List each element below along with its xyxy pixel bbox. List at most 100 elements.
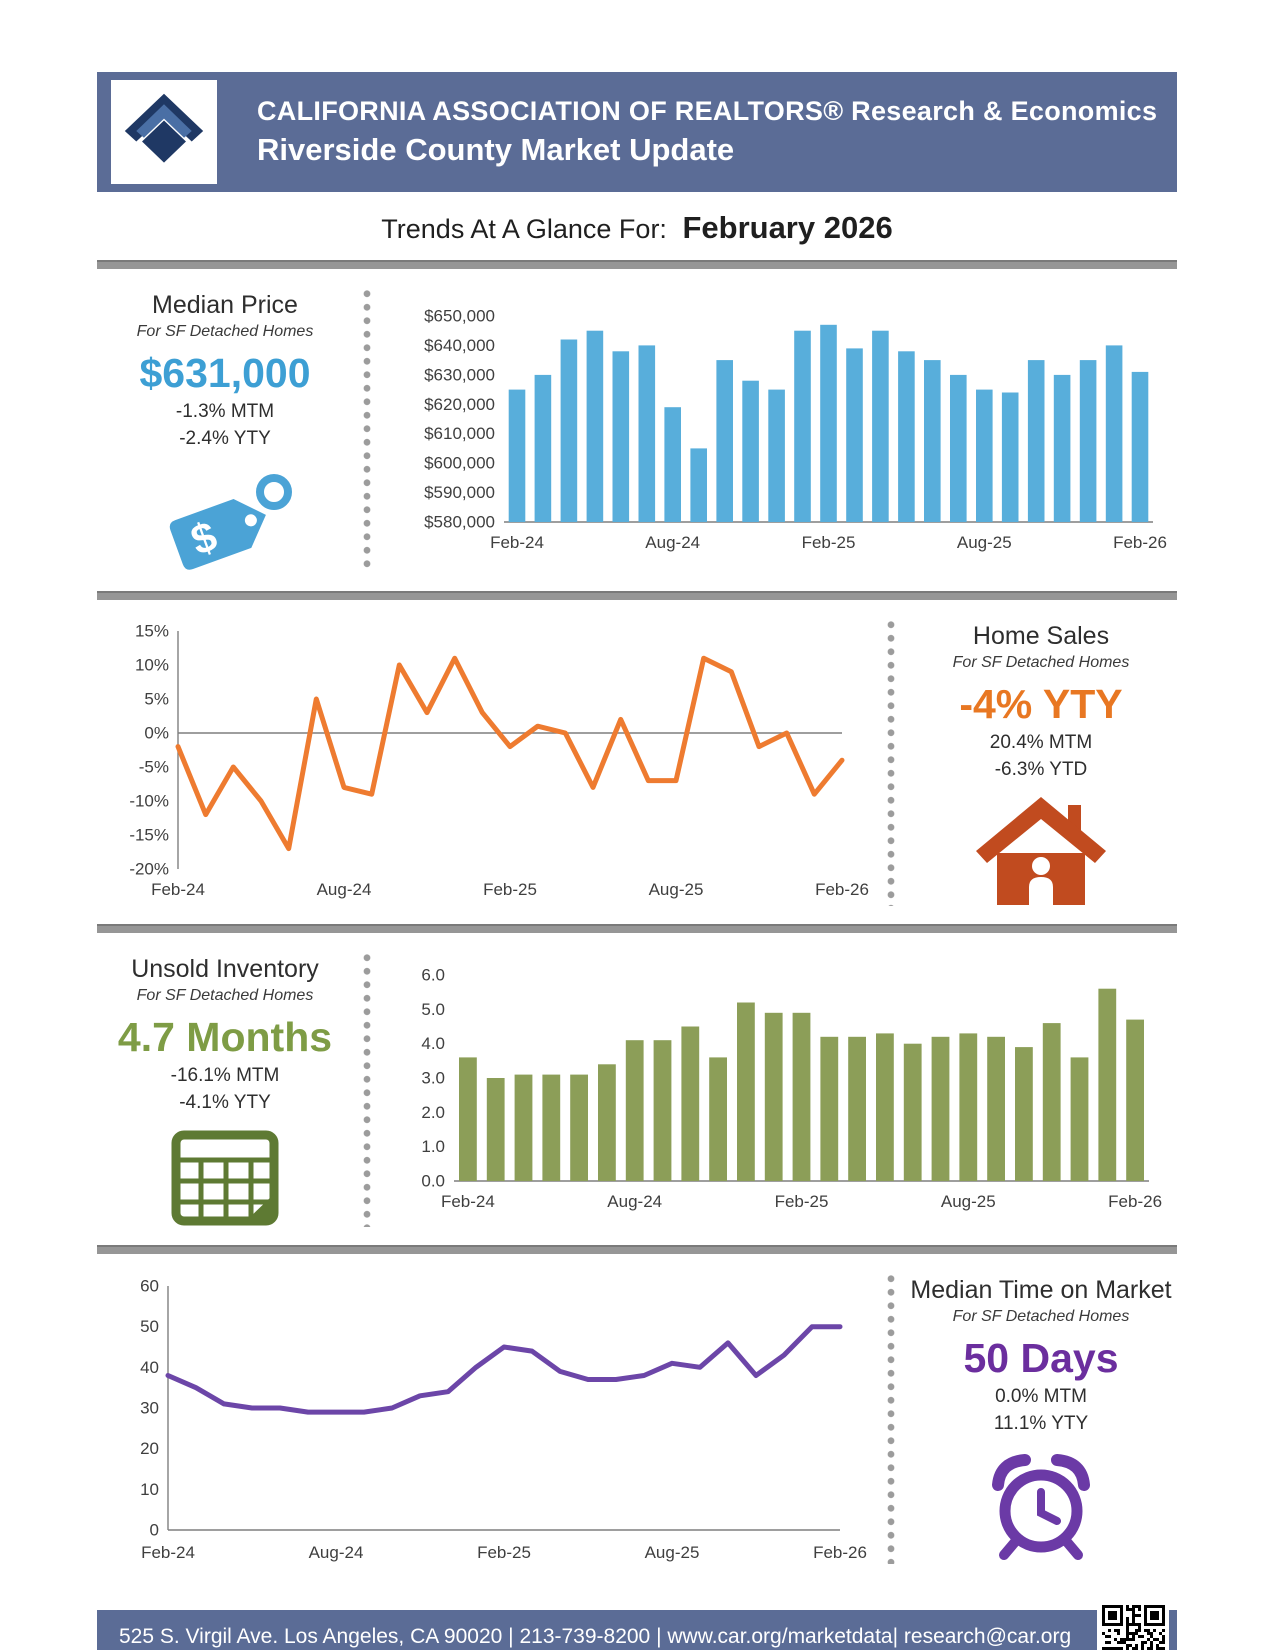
svg-text:Feb-26: Feb-26 bbox=[815, 880, 869, 899]
svg-text:1.0: 1.0 bbox=[421, 1137, 445, 1156]
unsold-inventory-panel: Unsold Inventory For SF Detached Homes 4… bbox=[97, 945, 353, 1233]
svg-text:-5%: -5% bbox=[139, 758, 169, 777]
svg-text:5%: 5% bbox=[144, 690, 169, 709]
svg-text:$590,000: $590,000 bbox=[424, 483, 495, 502]
subtitle-period: February 2026 bbox=[682, 210, 893, 245]
svg-text:Aug-24: Aug-24 bbox=[645, 533, 700, 552]
section-unsold-inventory: Unsold Inventory For SF Detached Homes 4… bbox=[97, 933, 1177, 1245]
svg-text:$650,000: $650,000 bbox=[424, 307, 495, 326]
svg-text:4.0: 4.0 bbox=[421, 1034, 445, 1053]
svg-text:Aug-25: Aug-25 bbox=[956, 533, 1011, 552]
unsold-inventory-value: 4.7 Months bbox=[117, 1014, 333, 1061]
svg-text:Feb-25: Feb-25 bbox=[483, 880, 537, 899]
price-tag-icon: $ bbox=[150, 462, 300, 579]
svg-text:$620,000: $620,000 bbox=[424, 395, 495, 414]
svg-text:50: 50 bbox=[140, 1318, 159, 1337]
svg-text:$640,000: $640,000 bbox=[424, 336, 495, 355]
org-title: CALIFORNIA ASSOCIATION OF REALTORS® Rese… bbox=[257, 96, 1158, 126]
median-time-chart: 60 50 40 30 20 10 0 Feb-24 Aug-24 Feb-25 Aug-25 Feb… bbox=[97, 1266, 877, 1570]
svg-text:Aug-24: Aug-24 bbox=[607, 1192, 662, 1211]
svg-text:10: 10 bbox=[140, 1480, 159, 1499]
home-sales-chart: 15% 10% 5% 0% -5% -10% -15% -20% Feb-24 Aug-24 Feb… bbox=[97, 612, 877, 912]
panel-title: Unsold Inventory bbox=[131, 955, 319, 984]
svg-text:Feb-24: Feb-24 bbox=[490, 533, 544, 552]
median-price-panel: Median Price For SF Detached Homes $631,… bbox=[97, 281, 353, 579]
svg-text:60: 60 bbox=[140, 1277, 159, 1296]
home-sales-ytd: -6.3% YTD bbox=[994, 759, 1088, 781]
svg-text:0.0: 0.0 bbox=[421, 1172, 445, 1191]
svg-text:5.0: 5.0 bbox=[421, 1000, 445, 1019]
panel-title: Median Price bbox=[152, 291, 298, 319]
svg-text:10%: 10% bbox=[135, 656, 169, 675]
panel-subtitle: For SF Detached Homes bbox=[952, 1308, 1130, 1326]
section-rule bbox=[97, 924, 1177, 934]
svg-text:Feb-25: Feb-25 bbox=[774, 1192, 828, 1211]
panel-subtitle: For SF Detached Homes bbox=[136, 323, 314, 340]
trends-subtitle: Trends At A Glance For: February 2026 bbox=[97, 210, 1177, 246]
svg-text:30: 30 bbox=[140, 1399, 159, 1418]
unsold-inventory-chart: 6.0 5.0 4.0 3.0 2.0 1.0 0.0 Feb-24 Aug-24 Feb-25 A… bbox=[381, 945, 1177, 1233]
svg-text:Feb-25: Feb-25 bbox=[477, 1543, 531, 1562]
home-sales-mtm: 20.4% MTM bbox=[989, 732, 1093, 754]
car-logo-icon bbox=[111, 80, 217, 184]
svg-text:-20%: -20% bbox=[129, 860, 169, 879]
svg-text:$630,000: $630,000 bbox=[424, 365, 495, 384]
section-rule bbox=[97, 260, 1177, 269]
dotted-divider bbox=[885, 618, 897, 907]
panel-subtitle: For SF Detached Homes bbox=[136, 987, 314, 1005]
svg-text:Feb-24: Feb-24 bbox=[440, 1192, 494, 1211]
svg-text:Feb-24: Feb-24 bbox=[141, 1543, 195, 1562]
banner-text: CALIFORNIA ASSOCIATION OF REALTORS® Rese… bbox=[257, 96, 1157, 168]
median-time-yty: 11.1% YTY bbox=[993, 1413, 1089, 1435]
svg-text:Feb-25: Feb-25 bbox=[801, 533, 855, 552]
svg-text:15%: 15% bbox=[135, 622, 169, 641]
median-time-panel: Median Time on Market For SF Detached Ho… bbox=[905, 1266, 1177, 1570]
panel-title: Median Time on Market bbox=[910, 1276, 1172, 1305]
median-time-value: 50 Days bbox=[963, 1335, 1119, 1382]
panel-title: Home Sales bbox=[972, 622, 1110, 651]
subtitle-prefix: Trends At A Glance For: bbox=[381, 214, 667, 244]
svg-text:Aug-24: Aug-24 bbox=[309, 1543, 364, 1562]
svg-text:40: 40 bbox=[140, 1358, 159, 1377]
svg-text:Aug-24: Aug-24 bbox=[317, 880, 372, 899]
house-icon bbox=[970, 793, 1112, 912]
svg-text:-15%: -15% bbox=[129, 826, 169, 845]
report-title: Riverside County Market Update bbox=[257, 132, 735, 167]
unsold-inventory-yty: -4.1% YTY bbox=[179, 1092, 271, 1114]
panel-subtitle: For SF Detached Homes bbox=[952, 654, 1130, 672]
svg-text:Feb-26: Feb-26 bbox=[1113, 533, 1167, 552]
svg-text:Aug-25: Aug-25 bbox=[645, 1543, 700, 1562]
svg-text:3.0: 3.0 bbox=[421, 1069, 445, 1088]
dotted-divider bbox=[885, 1272, 897, 1565]
svg-text:0: 0 bbox=[150, 1521, 159, 1540]
svg-text:$580,000: $580,000 bbox=[424, 513, 495, 532]
median-price-yty: -2.4% YTY bbox=[179, 428, 271, 450]
svg-text:2.0: 2.0 bbox=[421, 1103, 445, 1122]
home-sales-panel: Home Sales For SF Detached Homes -4% YTY… bbox=[905, 612, 1177, 912]
svg-text:-10%: -10% bbox=[129, 792, 169, 811]
section-median-price: Median Price For SF Detached Homes $631,… bbox=[97, 269, 1177, 591]
svg-text:Feb-26: Feb-26 bbox=[813, 1543, 867, 1562]
section-rule bbox=[97, 1245, 1177, 1255]
svg-text:Aug-25: Aug-25 bbox=[940, 1192, 995, 1211]
median-price-chart: $650,000 $640,000 $630,000 $620,000 $610,000… bbox=[381, 281, 1177, 579]
svg-text:0%: 0% bbox=[144, 724, 169, 743]
dotted-divider bbox=[361, 951, 373, 1228]
header-banner: CALIFORNIA ASSOCIATION OF REALTORS® Rese… bbox=[97, 72, 1177, 192]
svg-text:$610,000: $610,000 bbox=[424, 424, 495, 443]
median-time-mtm: 0.0% MTM bbox=[995, 1386, 1087, 1408]
median-price-mtm: -1.3% MTM bbox=[175, 401, 275, 423]
dotted-divider bbox=[361, 287, 373, 574]
svg-text:Feb-24: Feb-24 bbox=[151, 880, 205, 899]
section-median-time: 60 50 40 30 20 10 0 Feb-24 Aug-24 Feb-25 Aug-25 Feb… bbox=[97, 1254, 1177, 1582]
svg-text:6.0: 6.0 bbox=[421, 966, 445, 985]
svg-text:Aug-25: Aug-25 bbox=[649, 880, 704, 899]
footer-bar: 525 S. Virgil Ave. Los Angeles, CA 90020… bbox=[97, 1600, 1177, 1650]
unsold-inventory-mtm: -16.1% MTM bbox=[170, 1065, 280, 1087]
median-price-value: $631,000 bbox=[139, 350, 311, 396]
alarm-clock-icon bbox=[976, 1447, 1106, 1570]
home-sales-value: -4% YTY bbox=[959, 681, 1123, 728]
svg-text:Feb-26: Feb-26 bbox=[1108, 1192, 1162, 1211]
footer-contact-text: 525 S. Virgil Ave. Los Angeles, CA 90020… bbox=[119, 1625, 1072, 1649]
